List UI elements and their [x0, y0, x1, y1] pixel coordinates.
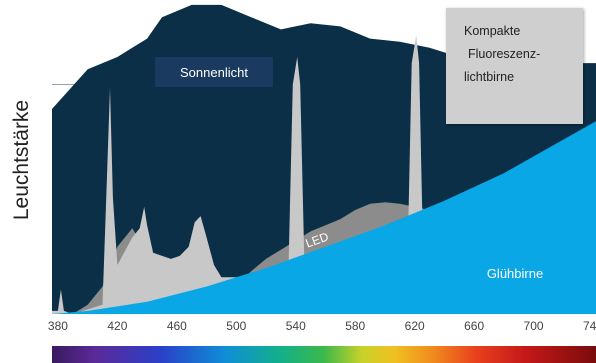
series-area-gluehbirne [52, 121, 596, 314]
x-tick-label: 500 [226, 319, 246, 333]
x-tick-label: 740 [583, 319, 596, 333]
sonnenlicht-label: Sonnenlicht [180, 65, 248, 80]
cfl-label-box: Kompakte Fluoreszenz- lichtbirne [446, 8, 583, 124]
gluehbirne-label: Glühbirne [487, 266, 543, 281]
x-axis-ticks: 380 420 460 500 540 580 620 660 700 740 [48, 319, 596, 333]
cfl-label-line-3: lichtbirne [464, 70, 515, 84]
cfl-label-line-2: Fluoreszenz- [468, 47, 541, 61]
x-tick-label: 540 [286, 319, 306, 333]
x-tick-label: 420 [107, 319, 127, 333]
x-tick-label: 620 [405, 319, 425, 333]
x-tick-label: 380 [48, 319, 68, 333]
sonnenlicht-label-box [155, 57, 273, 87]
cfl-label-line-1: Kompakte [464, 24, 521, 38]
y-axis-label: Leuchtstärke [2, 60, 42, 260]
visible-spectrum-bar [52, 346, 596, 363]
x-tick-label: 700 [524, 319, 544, 333]
x-tick-label: 580 [345, 319, 365, 333]
x-tick-label: 460 [167, 319, 187, 333]
y-axis-label-text: Leuchtstärke [10, 99, 33, 221]
x-tick-label: 660 [464, 319, 484, 333]
